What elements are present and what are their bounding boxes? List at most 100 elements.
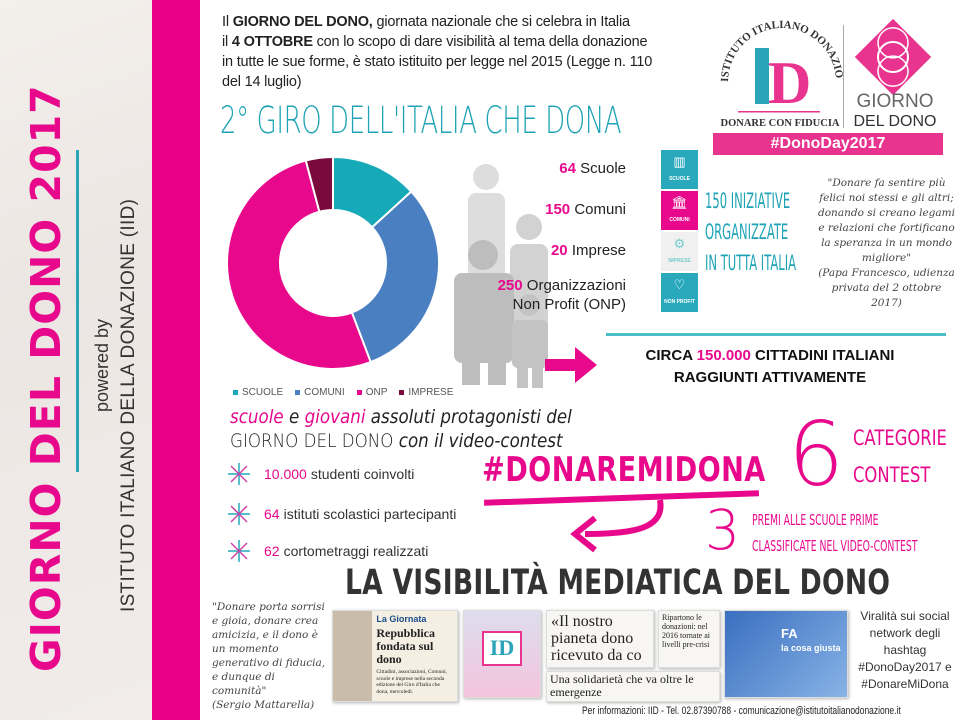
bullet-number: 10.000 (264, 466, 307, 482)
stat-scuole: 64 Scuole (559, 160, 626, 177)
asterisk-icon (228, 503, 250, 525)
legend-marker (295, 389, 301, 395)
stat-number: 64 (559, 160, 576, 177)
intro-text: del 14 luglio) (222, 74, 302, 90)
people-silhouettes-illustration (454, 164, 548, 388)
logo-monogram-d: D (768, 50, 811, 116)
premi-line: CLASSIFICATE NEL VIDEO-CONTEST (752, 537, 918, 555)
stat-label: Organizzazioni (526, 277, 626, 294)
protagonisti-word: e (283, 406, 305, 428)
quote-text: "Donare porta sorrisi e gioia, donare cr… (212, 601, 326, 697)
iniziative-text: 150 INIZIATIVE ORGANIZZATE IN TUTTA ITALIA (705, 186, 796, 279)
logo-giorno: GIORNO (856, 91, 933, 112)
building-icon: 🏛︎ COMUNI (661, 191, 698, 230)
donut-slice-imprese (304, 155, 334, 213)
clipping-kicker: La Giornata (376, 614, 427, 624)
intro-text: giornata nazionale che si celebra in Ita… (372, 14, 630, 30)
cittadini-number: 150.000 (696, 347, 751, 364)
bullet-studenti: 10.000 studenti coinvolti (228, 463, 414, 485)
gears-icon: ⚙ IMPRESE (661, 232, 698, 271)
logo-divider (843, 25, 844, 128)
newspaper-clipping: «Il nostro pianeta dono ricevuto da co (546, 610, 654, 668)
donut-chart (226, 155, 440, 370)
viral-text: Viralità sui social network degli hashta… (858, 609, 952, 691)
tv-caption-text: FA (781, 626, 798, 641)
intro-text: in tutte le sue forme, è stato istituito… (222, 54, 653, 70)
bullet-number: 62 (264, 543, 280, 559)
vertical-title: GIORNO DEL DONO 2017 (22, 84, 70, 672)
heart-icon: ♡ NON PROFIT (661, 273, 698, 312)
asterisk-icon (228, 540, 250, 562)
divider-line (606, 333, 946, 336)
premi-line: PREMI ALLE SCUOLE PRIME (752, 511, 879, 529)
icon-caption: SCUOLE (669, 176, 690, 182)
intro-paragraph: Il GIORNO DEL DONO, giornata nazionale c… (222, 12, 706, 92)
tv-logo: ID (482, 631, 522, 666)
section-headline: 2° GIRO DELL'ITALIA CHE DONA (220, 99, 622, 142)
protagonisti-text: scuole e giovani assoluti protagonisti d… (230, 405, 572, 453)
logo-del-dono: DEL DONO (854, 113, 937, 130)
stat-label: Scuole (580, 160, 626, 177)
tv-caption: FA la cosa giusta (781, 627, 841, 655)
intro-text: il (222, 34, 232, 50)
logo-tagline: DONARE CON FIDUCIA (720, 118, 839, 129)
bullet-istituti: 64 istituti scolastici partecipanti (228, 503, 456, 525)
tv-screenshot: ID (463, 610, 541, 698)
stat-label: Non Profit (ONP) (512, 296, 626, 313)
logo-monogram-i (755, 48, 769, 104)
child-silhouette (512, 294, 548, 388)
stat-onp: 250 Organizzazioni Non Profit (ONP) (498, 276, 626, 314)
organization-name: ISTITUTO ITALIANO DELLA DONAZIONE (IID) (118, 198, 139, 612)
bullet-number: 64 (264, 506, 280, 522)
papa-quote: "Donare fa sentire più felici noi stessi… (818, 176, 955, 311)
iniziative-line: 150 INIZIATIVE (705, 189, 791, 213)
clipping-headline: Una solidarietà che va oltre le emergenz… (550, 672, 694, 699)
donut-slices (226, 155, 440, 370)
iniziative-line: ORGANIZZATE (705, 220, 789, 244)
asterisk-icon (228, 463, 250, 485)
person-silhouette (454, 240, 514, 385)
clipping-headline: Ripartono le donazioni: nel 2016 tornate… (662, 613, 710, 649)
newspaper-clipping: La Giornata Repubblica fondata sul dono … (332, 610, 458, 702)
chart-legend: SCUOLE COMUNI ONP IMPRESE (233, 387, 453, 399)
icon-caption: COMUNI (669, 217, 690, 223)
cittadini-text: CITTADINI ITALIANI (750, 347, 895, 364)
quote-source: (Papa Francesco, udienza privata del 2 o… (818, 267, 955, 309)
clipping-headline: Repubblica fondata sul dono (376, 626, 436, 666)
logo-iid-giorno-del-dono: ISTITUTO ITALIANO DONAZIONE D DONARE CON… (708, 10, 937, 130)
legend-item-imprese: IMPRESE (399, 387, 453, 399)
clipping-photo (333, 611, 373, 701)
bullet-text: istituti scolastici partecipanti (283, 506, 457, 522)
legend-item-onp: ONP (356, 387, 387, 399)
curved-arrow-icon (570, 499, 664, 553)
quote-text: "Donare fa sentire più felici noi stessi… (818, 177, 955, 264)
icon-caption: IMPRESE (668, 258, 691, 264)
protagonisti-word: con il video-contest (393, 430, 563, 452)
premi-label: PREMI ALLE SCUOLE PRIME CLASSIFICATE NEL … (752, 507, 918, 559)
powered-by-label: powered by (92, 318, 112, 412)
stat-comuni: 150 Comuni (545, 201, 626, 218)
contest-hashtag: #DONAREMIDONA (482, 450, 766, 490)
newspaper-clipping: Una solidarietà che va oltre le emergenz… (546, 671, 720, 702)
stat-number: 20 (550, 242, 568, 259)
cittadini-text: RAGGIUNTI ATTIVAMENTE (673, 369, 867, 386)
intro-text: con lo scopo di dare visibilità al tema … (312, 34, 648, 50)
stat-imprese: 20 Imprese (551, 242, 626, 259)
stat-label: Imprese (571, 242, 626, 259)
quote-source: (Sergio Mattarella) (212, 699, 315, 711)
legend-marker (356, 389, 362, 395)
person-silhouette (510, 214, 548, 334)
categorie-line: CONTEST (853, 463, 931, 487)
mattarella-quote: "Donare porta sorrisi e gioia, donare cr… (212, 600, 326, 712)
pink-stripe (152, 0, 200, 720)
legend-item-comuni: COMUNI (295, 387, 345, 399)
intro-bold-text: 4 OTTOBRE (231, 34, 313, 50)
protagonisti-word: assoluti protagonisti del (365, 406, 572, 428)
stat-number: 150 (545, 201, 571, 218)
clipping-text: La Giornata Repubblica fondata sul dono … (372, 611, 457, 701)
book-icon: ▥ SCUOLE (661, 150, 698, 189)
intro-text: Il (222, 14, 233, 30)
divider-line (76, 150, 79, 472)
arrow-right-icon (545, 347, 597, 383)
icon-caption: NON PROFIT (664, 299, 695, 305)
